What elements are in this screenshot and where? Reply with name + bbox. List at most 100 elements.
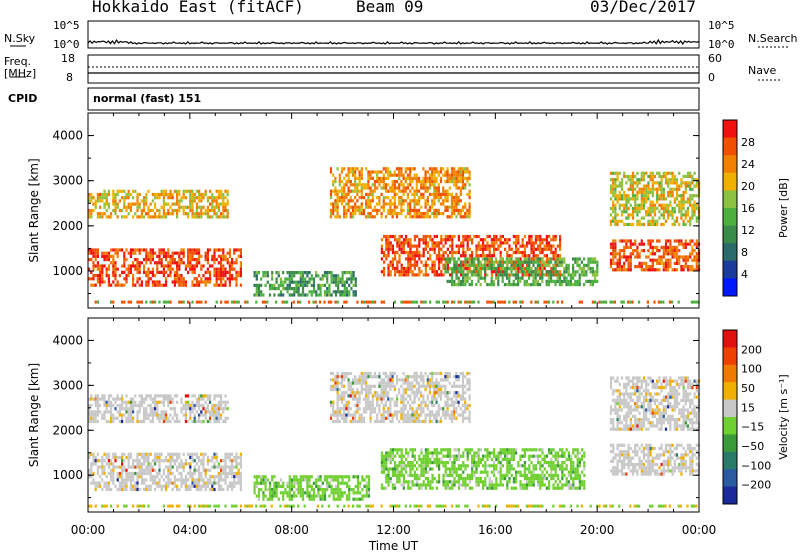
echo-cell (433, 176, 436, 180)
echo-cell (339, 488, 342, 492)
echo-cell (262, 274, 265, 278)
echo-cell (365, 475, 368, 479)
echo-cell (182, 192, 185, 197)
echo-cell (492, 283, 495, 287)
echo-cell (138, 267, 141, 271)
echo-cell (193, 267, 196, 271)
echo-cell (132, 471, 135, 476)
echo-cell (521, 267, 524, 271)
echo-cell (217, 487, 220, 492)
echo-cell (121, 270, 124, 274)
echo-cell (332, 403, 335, 408)
echo-cell (433, 173, 436, 177)
echo-cell (554, 247, 557, 251)
echo-cell (541, 241, 544, 245)
echo-cell (224, 254, 227, 258)
echo-cell (695, 255, 698, 259)
echo-cell (99, 192, 102, 197)
echo-cell (367, 196, 370, 200)
echo-cell (667, 252, 670, 256)
echo-cell (450, 192, 454, 196)
echo-cell (165, 258, 168, 262)
near-range-echo (275, 300, 278, 304)
echo-cell (173, 270, 176, 274)
echo-cell (616, 171, 619, 175)
echo-cell (680, 239, 683, 243)
echo-cell (532, 260, 535, 264)
echo-cell (695, 258, 698, 262)
echo-cell (226, 270, 229, 274)
echo-cell (154, 410, 157, 414)
echo-cell (435, 270, 438, 274)
near-range-echo (281, 300, 284, 304)
echo-cell (625, 200, 628, 204)
echo-cell (260, 488, 263, 492)
echo-cell (367, 180, 370, 184)
echo-cell (304, 280, 307, 284)
echo-cell (160, 261, 163, 265)
echo-cell (380, 212, 383, 216)
echo-cell (301, 497, 305, 501)
echo-cell (395, 205, 399, 209)
echo-cell (200, 394, 203, 398)
echo-cell (114, 267, 117, 271)
echo-cell (451, 276, 454, 280)
echo-cell (515, 244, 518, 248)
echo-cell (348, 277, 351, 281)
echo-cell (180, 205, 183, 209)
echo-region-velocity-2 (253, 475, 371, 501)
echo-cell (317, 293, 320, 297)
echo-cell (123, 205, 126, 209)
echo-cell (217, 407, 220, 411)
echo-cell (356, 186, 359, 190)
echo-cell (558, 260, 561, 264)
echo-cell (162, 413, 165, 417)
echo-cell (226, 455, 229, 460)
echo-cell (656, 206, 659, 211)
echo-cell (400, 244, 403, 248)
echo-cell (453, 279, 456, 283)
echo-cell (686, 219, 690, 223)
echo-cell (653, 187, 657, 191)
echo-cell (420, 238, 423, 242)
echo-cell (114, 264, 117, 268)
echo-cell (398, 244, 401, 248)
echo-cell (222, 400, 225, 404)
echo-cell (239, 462, 242, 466)
echo-cell (475, 250, 478, 255)
echo-cell (662, 194, 665, 198)
echo-cell (332, 371, 335, 376)
echo-cell (675, 258, 679, 262)
echo-cell (180, 478, 183, 482)
echo-cell (634, 210, 637, 214)
echo-cell (349, 183, 352, 187)
echo-cell (88, 471, 91, 476)
echo-cell (384, 176, 388, 180)
echo-cell (332, 384, 335, 388)
echo-cell (279, 491, 283, 495)
echo-cell (195, 264, 198, 268)
echo-cell (125, 407, 128, 411)
echo-cell (526, 270, 529, 274)
echo-cell (653, 245, 657, 249)
echo-cell (165, 410, 168, 414)
colorbar-power-swatch (723, 172, 737, 191)
echo-cell (484, 270, 487, 274)
echo-cell (239, 455, 242, 460)
echo-cell (162, 212, 165, 216)
echo-cell (167, 261, 170, 265)
echo-cell (662, 210, 665, 214)
echo-cell (405, 257, 408, 261)
echo-cell (442, 238, 445, 242)
echo-cell (149, 215, 152, 219)
echo-cell (359, 497, 362, 501)
echo-cell (351, 167, 355, 171)
near-range-echo (442, 300, 445, 304)
echo-cell (521, 270, 524, 274)
echo-cell (354, 491, 357, 495)
echo-cell (228, 283, 231, 287)
echo-cell (695, 203, 698, 207)
echo-cell (326, 280, 329, 284)
echo-cell (288, 277, 291, 281)
echo-cell (336, 413, 339, 417)
